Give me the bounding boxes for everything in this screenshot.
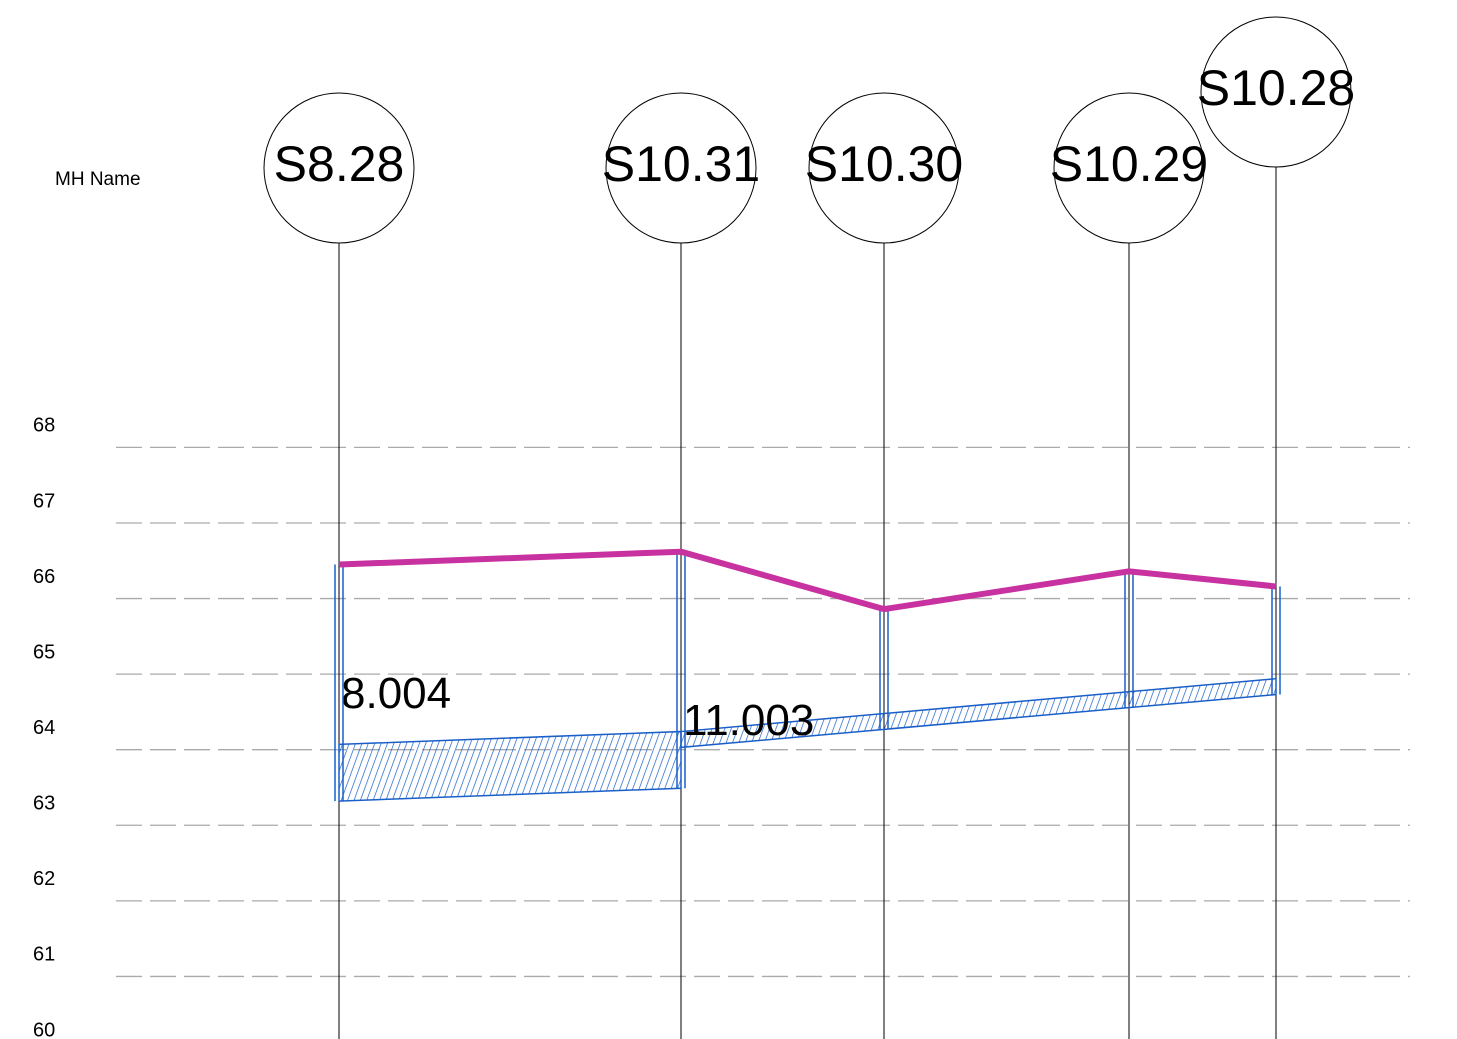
manhole-name: S10.30 — [805, 136, 963, 192]
y-tick-label: 65 — [33, 641, 55, 663]
y-tick-label: 63 — [33, 793, 55, 815]
manhole-circle — [1200, 16, 1352, 168]
manhole-circle — [808, 92, 960, 244]
pipe — [338, 730, 682, 802]
row-label: MH Name — [55, 169, 141, 190]
y-tick-label: 66 — [33, 566, 55, 588]
manhole-circle — [605, 92, 757, 244]
y-tick-label: 60 — [33, 1019, 55, 1039]
y-tick-label: 62 — [33, 868, 55, 890]
y-tick-label: 67 — [33, 490, 55, 512]
ground-line — [338, 548, 1277, 613]
pipe-label: 8.004 — [341, 669, 451, 718]
y-tick-label: 61 — [33, 944, 55, 966]
manhole-name: S10.29 — [1050, 136, 1208, 192]
y-tick-label: 68 — [33, 415, 55, 437]
manhole-circle — [263, 92, 415, 244]
manhole-name: S10.31 — [602, 136, 760, 192]
manhole-circle — [1053, 92, 1205, 244]
manhole-name: S8.28 — [274, 136, 405, 192]
pipe-label: 11.003 — [683, 696, 814, 745]
pipe — [680, 677, 1277, 749]
manhole-name: S10.28 — [1197, 60, 1355, 116]
y-tick-label: 64 — [33, 717, 55, 739]
